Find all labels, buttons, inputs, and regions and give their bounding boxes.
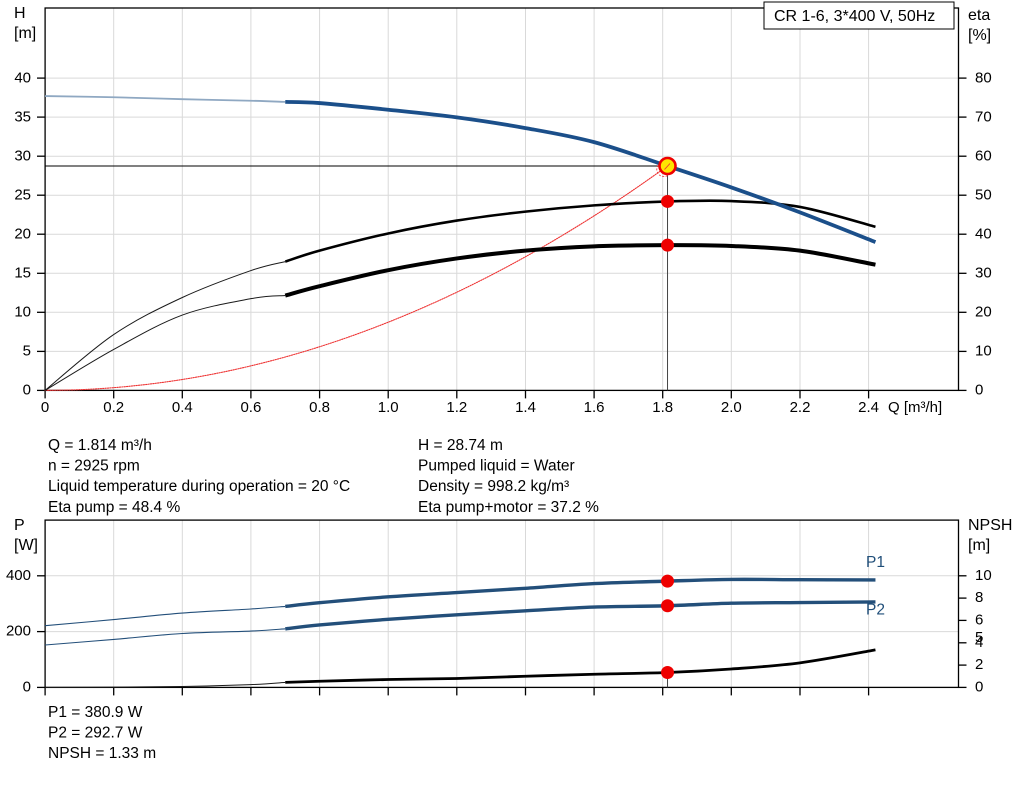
- svg-text:0.6: 0.6: [240, 399, 261, 416]
- svg-text:40: 40: [14, 70, 31, 87]
- svg-text:6: 6: [975, 612, 983, 629]
- svg-text:CR 1-6, 3*400 V, 50Hz: CR 1-6, 3*400 V, 50Hz: [774, 8, 935, 25]
- svg-text:200: 200: [6, 623, 31, 640]
- svg-text:80: 80: [975, 70, 992, 87]
- svg-text:1.6: 1.6: [584, 399, 605, 416]
- svg-text:2.0: 2.0: [721, 399, 742, 416]
- svg-text:8: 8: [975, 589, 983, 606]
- svg-text:Q = 1.814 m³/h: Q = 1.814 m³/h: [48, 437, 152, 454]
- svg-text:35: 35: [14, 109, 31, 126]
- svg-text:Eta pump+motor = 37.2 %: Eta pump+motor = 37.2 %: [418, 499, 599, 516]
- svg-text:30: 30: [14, 148, 31, 165]
- svg-text:0: 0: [975, 382, 983, 399]
- svg-text:Q [m³/h]: Q [m³/h]: [888, 399, 942, 416]
- svg-text:2.2: 2.2: [790, 399, 811, 416]
- svg-text:2.4: 2.4: [858, 399, 879, 416]
- svg-text:0.2: 0.2: [103, 399, 124, 416]
- svg-text:1.0: 1.0: [378, 399, 399, 416]
- svg-text:Eta pump = 48.4 %: Eta pump = 48.4 %: [48, 499, 180, 516]
- svg-text:[m]: [m]: [968, 537, 990, 554]
- svg-text:70: 70: [975, 109, 992, 126]
- svg-text:400: 400: [6, 567, 31, 584]
- svg-text:P2: P2: [866, 602, 885, 619]
- svg-text:n = 2925 rpm: n = 2925 rpm: [48, 458, 140, 475]
- svg-text:[m]: [m]: [14, 25, 36, 42]
- svg-text:Pumped liquid = Water: Pumped liquid = Water: [418, 458, 575, 475]
- svg-text:5: 5: [23, 343, 31, 360]
- svg-text:15: 15: [14, 265, 31, 282]
- svg-text:60: 60: [975, 148, 992, 165]
- svg-text:30: 30: [975, 265, 992, 282]
- svg-text:5: 5: [975, 629, 983, 646]
- svg-text:2: 2: [975, 656, 983, 673]
- svg-text:NPSH: NPSH: [968, 517, 1012, 534]
- svg-text:0: 0: [975, 679, 983, 696]
- svg-text:10: 10: [975, 343, 992, 360]
- svg-text:Density = 998.2 kg/m³: Density = 998.2 kg/m³: [418, 478, 569, 495]
- svg-text:10: 10: [14, 304, 31, 321]
- svg-text:Liquid temperature during oper: Liquid temperature during operation = 20…: [48, 478, 350, 495]
- svg-text:0: 0: [41, 399, 49, 416]
- svg-text:1.4: 1.4: [515, 399, 536, 416]
- svg-text:50: 50: [975, 187, 992, 204]
- svg-text:20: 20: [975, 304, 992, 321]
- svg-text:0: 0: [23, 679, 31, 696]
- svg-text:40: 40: [975, 226, 992, 243]
- svg-text:25: 25: [14, 187, 31, 204]
- svg-text:0.4: 0.4: [172, 399, 193, 416]
- svg-text:H: H: [14, 5, 26, 22]
- svg-text:NPSH = 1.33 m: NPSH = 1.33 m: [48, 745, 156, 762]
- svg-text:0.8: 0.8: [309, 399, 330, 416]
- svg-text:eta: eta: [968, 7, 990, 24]
- svg-text:10: 10: [975, 567, 992, 584]
- svg-text:1.2: 1.2: [446, 399, 467, 416]
- svg-text:P1 = 380.9 W: P1 = 380.9 W: [48, 704, 143, 721]
- svg-text:[W]: [W]: [14, 537, 38, 554]
- svg-text:0: 0: [23, 382, 31, 399]
- svg-text:[%]: [%]: [968, 27, 991, 44]
- svg-text:H = 28.74 m: H = 28.74 m: [418, 437, 503, 454]
- svg-text:20: 20: [14, 226, 31, 243]
- svg-text:1.8: 1.8: [652, 399, 673, 416]
- svg-text:P2 = 292.7 W: P2 = 292.7 W: [48, 725, 143, 742]
- svg-text:P1: P1: [866, 554, 885, 571]
- svg-text:P: P: [14, 517, 25, 534]
